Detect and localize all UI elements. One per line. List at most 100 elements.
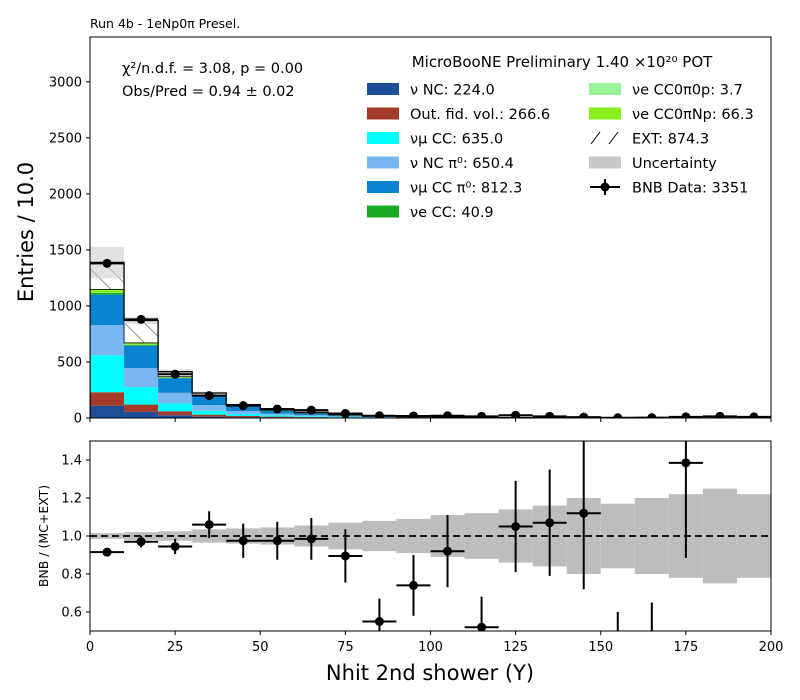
legend-label-5: νe CC: 40.9: [410, 205, 494, 221]
ratio-point-10: [443, 546, 453, 556]
stack-bar-4-1: [124, 345, 159, 369]
legend-label-1: Out. fid. vol.: 266.6: [410, 107, 550, 123]
y-tick-label-0: 0: [74, 412, 82, 427]
data-point-19: [749, 412, 759, 418]
legend-swatch-4: [367, 181, 399, 193]
stack-bar-5-1: [124, 344, 159, 346]
stack-bar-2-1: [124, 387, 159, 405]
stack-bar-2-2: [158, 403, 193, 412]
stack-bar-3-5: [260, 413, 295, 416]
stack-bar-2-3: [192, 410, 227, 415]
stack-bar-0-1: [124, 411, 159, 418]
ratio-point-8: [374, 617, 384, 626]
ratio-y-tick-label-4: 1.4: [61, 454, 82, 469]
legend-label-2: νμ CC: 635.0: [410, 132, 503, 148]
stack-bar-3-1: [124, 368, 159, 388]
data-point-15: [613, 413, 623, 418]
legend-label-6: νe CC0π0p: 3.7: [632, 83, 743, 99]
stack-bar-2-0: [90, 355, 125, 393]
ratio-point-15: [613, 646, 622, 655]
y-tick-label-5: 2500: [49, 131, 82, 146]
legend-label-7: νe CC0πNp: 66.3: [632, 107, 754, 123]
stack-bar-1-0: [90, 392, 125, 406]
legend-label-3: ν NC π⁰: 650.4: [410, 156, 514, 172]
x-tick-label-0: 0: [86, 640, 94, 655]
data-point-13: [545, 411, 555, 418]
data-point-3: [204, 391, 214, 401]
legend-swatch-3: [367, 156, 399, 169]
stack-bar-3-2: [158, 392, 193, 404]
stack-bar-4-2: [158, 378, 193, 393]
stack-bar-4-0: [90, 294, 125, 325]
data-point-0: [102, 258, 112, 268]
data-point-11: [477, 411, 487, 418]
stack-bar-1-2: [158, 411, 193, 416]
legend-swatch-6: [589, 83, 621, 95]
legend-swatch-ext: [590, 131, 619, 145]
data-point-14: [579, 412, 589, 418]
legend-swatch-2: [367, 132, 399, 144]
legend-swatch-7: [589, 107, 621, 120]
ratio-y-tick-label-0: 0.6: [61, 606, 82, 621]
ratio-unc-band-2: [158, 531, 193, 541]
ratio-y-axis-label: BNB / (MC+EXT): [36, 485, 51, 587]
stack-bar-0-3: [192, 416, 227, 418]
stack-bar-3-0: [90, 324, 125, 356]
ratio-y-tick-label-3: 1.2: [61, 492, 82, 507]
chi2-annotation: χ²/n.d.f. = 3.08, p = 0.00: [122, 61, 303, 77]
stack-bar-7-1: [124, 342, 159, 345]
legend-label-0: ν NC: 224.0: [410, 83, 495, 99]
legend-label-9: Uncertainty: [632, 156, 717, 172]
stack-bar-3-4: [226, 411, 261, 414]
ratio-point-3: [204, 520, 214, 530]
stack-bar-4-3: [192, 396, 227, 406]
stack-bar-2-6: [294, 416, 329, 418]
stack-bar-2-5: [260, 415, 295, 417]
data-point-17: [681, 412, 691, 418]
ratio-point-12: [511, 522, 521, 531]
chart-title: Run 4b - 1eNp0π Presel.: [90, 16, 240, 31]
ratio-point-11: [477, 622, 487, 631]
ratio-point-16: [647, 636, 656, 645]
legend-swatch-0: [367, 83, 399, 95]
stack-bar-1-3: [192, 414, 227, 417]
data-point-18: [715, 411, 725, 418]
main-plot-area: [90, 246, 771, 418]
y-tick-label-2: 1000: [49, 299, 82, 314]
stack-bar-5-0: [90, 292, 125, 295]
main-panel: 0 500 1000 1500 2000 2500 3000: [49, 36, 772, 427]
x-tick-label-8: 200: [759, 640, 784, 655]
x-tick-label-2: 50: [252, 640, 269, 655]
stack-bar-1-4: [226, 415, 261, 418]
y-tick-label-1: 500: [57, 355, 82, 370]
ratio-point-14: [579, 508, 589, 518]
ratio-y-tick-label-2: 1.0: [61, 530, 82, 545]
x-tick-label-6: 150: [588, 640, 613, 655]
legend-swatch-5: [367, 205, 399, 218]
data-point-6: [306, 405, 316, 415]
stack-bar-0-2: [158, 415, 193, 418]
ratio-plot-area: [90, 441, 771, 655]
x-tick-label-7: 175: [673, 640, 698, 655]
ratio-point-0: [102, 547, 112, 557]
legend: ν NC: 224.0 Out. fid. vol.: 266.6 νμ CC: 6…: [367, 83, 754, 221]
ratio-panel: 0.6 0.8 1.0 1.2 1.4 0 25 50 75 100 125 150 175 200: [61, 440, 784, 655]
y-axis-label: Entries / 10.0: [14, 162, 38, 302]
legend-label-8: EXT: 874.3: [632, 132, 709, 148]
stack-bar-1-1: [124, 404, 159, 412]
data-point-7: [340, 409, 350, 418]
data-point-16: [647, 413, 657, 418]
y-tick-label-6: 3000: [49, 75, 82, 90]
legend-label-4: νμ CC π⁰: 812.3: [410, 181, 522, 197]
data-point-9: [408, 411, 418, 418]
legend-header: MicroBooNE Preliminary 1.40 ×10²⁰ POT: [412, 53, 713, 71]
ratio-point-9: [408, 580, 418, 590]
y-tick-label-4: 2000: [49, 187, 82, 202]
stack-bar-1-5: [260, 416, 295, 418]
ratio-y-tick-label-1: 0.8: [61, 568, 82, 583]
obs-pred-annotation: Obs/Pred = 0.94 ± 0.02: [122, 84, 295, 100]
legend-label-10: BNB Data: 3351: [632, 181, 748, 197]
stack-bar-3-6: [294, 415, 329, 417]
data-point-8: [374, 411, 384, 418]
